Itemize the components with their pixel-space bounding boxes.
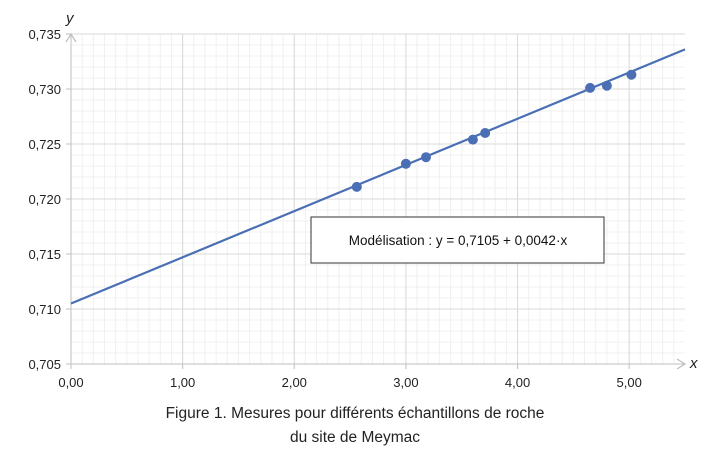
x-tick-label: 4,00 (505, 375, 530, 390)
data-point (467, 134, 478, 145)
x-tick-label: 3,00 (393, 375, 418, 390)
major-grid (71, 33, 685, 364)
x-tick-label: 5,00 (617, 375, 642, 390)
x-tick-label: 0,00 (58, 375, 83, 390)
x-axis-label: x (689, 355, 698, 372)
figure-caption-line-2: du site de Meymac (289, 429, 421, 446)
data-point (480, 128, 491, 138)
data-point (626, 69, 637, 80)
model-annotation: Modélisation : y = 0,7105 + 0,0042·x (310, 216, 605, 264)
regression-line-group (70, 48, 686, 305)
y-tick-label: 0,705 (28, 357, 61, 372)
annotation-box (310, 216, 605, 264)
annotation-text: Modélisation : y = 0,7105 + 0,0042·x (349, 233, 568, 248)
y-axis-label: y (65, 10, 75, 27)
x-tick-label: 1,00 (170, 375, 195, 390)
data-point (400, 158, 411, 169)
y-tick-label: 0,735 (28, 27, 61, 42)
data-point (585, 82, 596, 93)
chart-svg: 0,00 1,00 2,00 3,00 4,00 5,00 0,705 0,710 0,715 0… (28, 10, 698, 390)
y-tick-label: 0,715 (28, 247, 61, 262)
tick-labels: 0,00 1,00 2,00 3,00 4,00 5,00 0,705 0,710 0,715 0… (28, 27, 641, 390)
y-axis-arrowhead (65, 32, 77, 43)
y-tick-label: 0,710 (28, 302, 61, 317)
data-point (421, 152, 432, 163)
regression-line (70, 48, 686, 305)
data-points (351, 69, 637, 192)
axes (65, 32, 687, 370)
data-point (351, 181, 362, 192)
y-tick-label: 0,720 (28, 192, 61, 207)
x-axis-arrowhead (676, 358, 687, 370)
data-point (601, 80, 612, 91)
x-tick-label: 2,00 (282, 375, 307, 390)
y-tick-label: 0,730 (28, 82, 61, 97)
figure-caption-line-1: Figure 1. Mesures pour différents échant… (165, 405, 545, 422)
y-tick-label: 0,725 (28, 137, 61, 152)
